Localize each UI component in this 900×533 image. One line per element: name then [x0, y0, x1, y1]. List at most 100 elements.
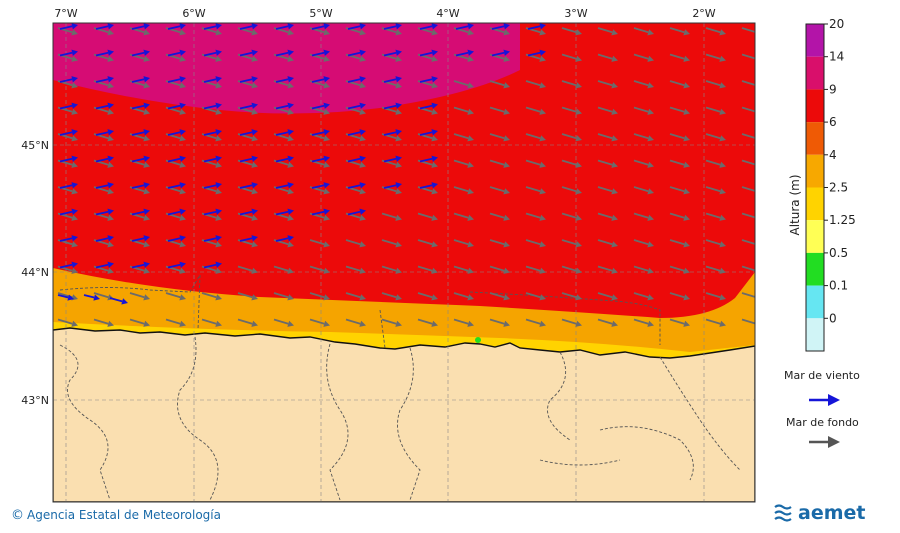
- swell-arrow: [417, 318, 438, 327]
- wind-sea-arrow: [131, 76, 150, 83]
- swell-arrow: [705, 80, 726, 89]
- wind-sea-arrow: [275, 23, 294, 30]
- wind-sea-arrow: [95, 23, 114, 30]
- map-field: [53, 23, 755, 502]
- colorbar-segment: [806, 56, 824, 90]
- swell-arrow: [453, 133, 474, 142]
- wind-sea-arrow: [95, 155, 114, 163]
- swell-arrow: [489, 212, 510, 221]
- swell-arrow: [597, 239, 618, 248]
- wind-sea-arrow: [203, 208, 222, 216]
- swell-arrow: [741, 27, 755, 33]
- swell-arrow: [489, 133, 510, 142]
- wind-sea-arrow: [419, 129, 438, 136]
- colorbar-segment: [806, 122, 824, 155]
- lat-tick: 45°N: [21, 139, 49, 152]
- wind-sea-arrow: [239, 155, 258, 163]
- wind-sea-arrow: [131, 182, 150, 189]
- swell-arrow: [741, 80, 755, 86]
- swell-arrow: [453, 265, 474, 274]
- wind-sea-arrow: [239, 102, 258, 110]
- swell-arrow: [93, 318, 114, 327]
- swell-arrow: [489, 186, 510, 195]
- lon-tick: 4°W: [436, 7, 459, 20]
- swell-arrow: [597, 318, 618, 327]
- swell-arrow: [741, 53, 755, 60]
- swell-arrow: [561, 318, 582, 327]
- wind-sea-arrow: [239, 182, 258, 189]
- swell-arrow: [453, 318, 474, 327]
- wind-sea-arrow: [383, 155, 402, 163]
- wind-sea-arrow: [311, 208, 330, 216]
- swell-arrow: [489, 239, 510, 248]
- wind-sea-arrow: [311, 49, 330, 57]
- swell-arrow: [237, 265, 258, 274]
- swell-arrow: [597, 27, 618, 36]
- wind-sea-arrow: [275, 76, 294, 83]
- wind-sea-arrow: [167, 208, 186, 216]
- swell-arrow: [597, 186, 618, 195]
- wind-sea-arrows: [57, 23, 546, 305]
- swell-arrow: [489, 318, 510, 327]
- swell-arrow: [417, 265, 438, 274]
- swell-arrow: [597, 106, 618, 115]
- wind-sea-arrow: [383, 129, 402, 136]
- wind-sea-arrow: [203, 235, 222, 242]
- wind-sea-arrow: [491, 23, 510, 30]
- wind-sea-arrow: [275, 155, 294, 163]
- swell-arrow: [237, 318, 258, 327]
- swell-arrow: [561, 292, 582, 301]
- swell-arrow: [633, 106, 654, 115]
- aemet-logo[interactable]: aemet: [773, 502, 865, 524]
- wind-sea-arrow: [131, 155, 150, 163]
- colorbar-segment: [806, 154, 824, 188]
- swell-arrow: [561, 80, 582, 89]
- wind-sea-arrow: [347, 76, 366, 83]
- swell-arrow: [273, 292, 294, 301]
- swell-arrow: [669, 186, 690, 195]
- wind-sea-arrow: [311, 76, 330, 83]
- swell-arrow: [597, 212, 618, 221]
- wind-sea-arrow: [95, 235, 114, 242]
- wind-sea-arrow: [167, 235, 186, 242]
- wind-sea-arrow: [239, 129, 258, 136]
- colorbar-segment: [806, 220, 824, 253]
- swell-arrow: [201, 292, 222, 301]
- land-area: [53, 327, 755, 502]
- wind-sea-label: Mar de viento: [784, 369, 860, 382]
- wind-sea-arrow: [275, 129, 294, 136]
- swell-arrow: [525, 212, 546, 221]
- swell-arrow: [597, 133, 618, 142]
- swell-arrow: [741, 318, 755, 325]
- swell-arrow: [417, 292, 438, 301]
- swell-arrow: [705, 212, 726, 221]
- swell-arrow: [633, 80, 654, 89]
- swell-arrow: [633, 265, 654, 274]
- swell-arrow: [309, 265, 330, 274]
- swell-arrow: [381, 318, 402, 327]
- wind-sea-arrow: [275, 182, 294, 189]
- swell-arrow: [525, 318, 546, 327]
- wind-sea-arrow: [347, 208, 366, 216]
- colorbar-tick-label: 2.5: [829, 181, 848, 195]
- wind-sea-arrow: [83, 294, 100, 301]
- wind-sea-arrow: [203, 102, 222, 110]
- wind-sea-arrow: [95, 49, 114, 57]
- swell-arrow: [345, 239, 366, 248]
- wind-sea-legend-arrow-icon: [809, 394, 840, 406]
- swell-arrow: [561, 239, 582, 248]
- swell-arrow: [525, 186, 546, 195]
- map-frame: [52, 22, 756, 503]
- wind-sea-arrow: [419, 76, 438, 83]
- swell-arrow: [525, 239, 546, 248]
- swell-arrow: [237, 292, 258, 301]
- colorbar-tick-label: 1.25: [829, 213, 856, 227]
- wind-sea-arrow: [95, 102, 114, 110]
- wind-sea-arrow: [275, 49, 294, 57]
- colorbar-tick-label: 0.5: [829, 246, 848, 260]
- lat-tick: 43°N: [21, 394, 49, 407]
- wind-sea-arrow: [167, 23, 186, 30]
- swell-arrow: [741, 106, 755, 113]
- colorbar-segment: [806, 187, 824, 221]
- credit-text: Agencia Estatal de Meteorología: [27, 508, 221, 522]
